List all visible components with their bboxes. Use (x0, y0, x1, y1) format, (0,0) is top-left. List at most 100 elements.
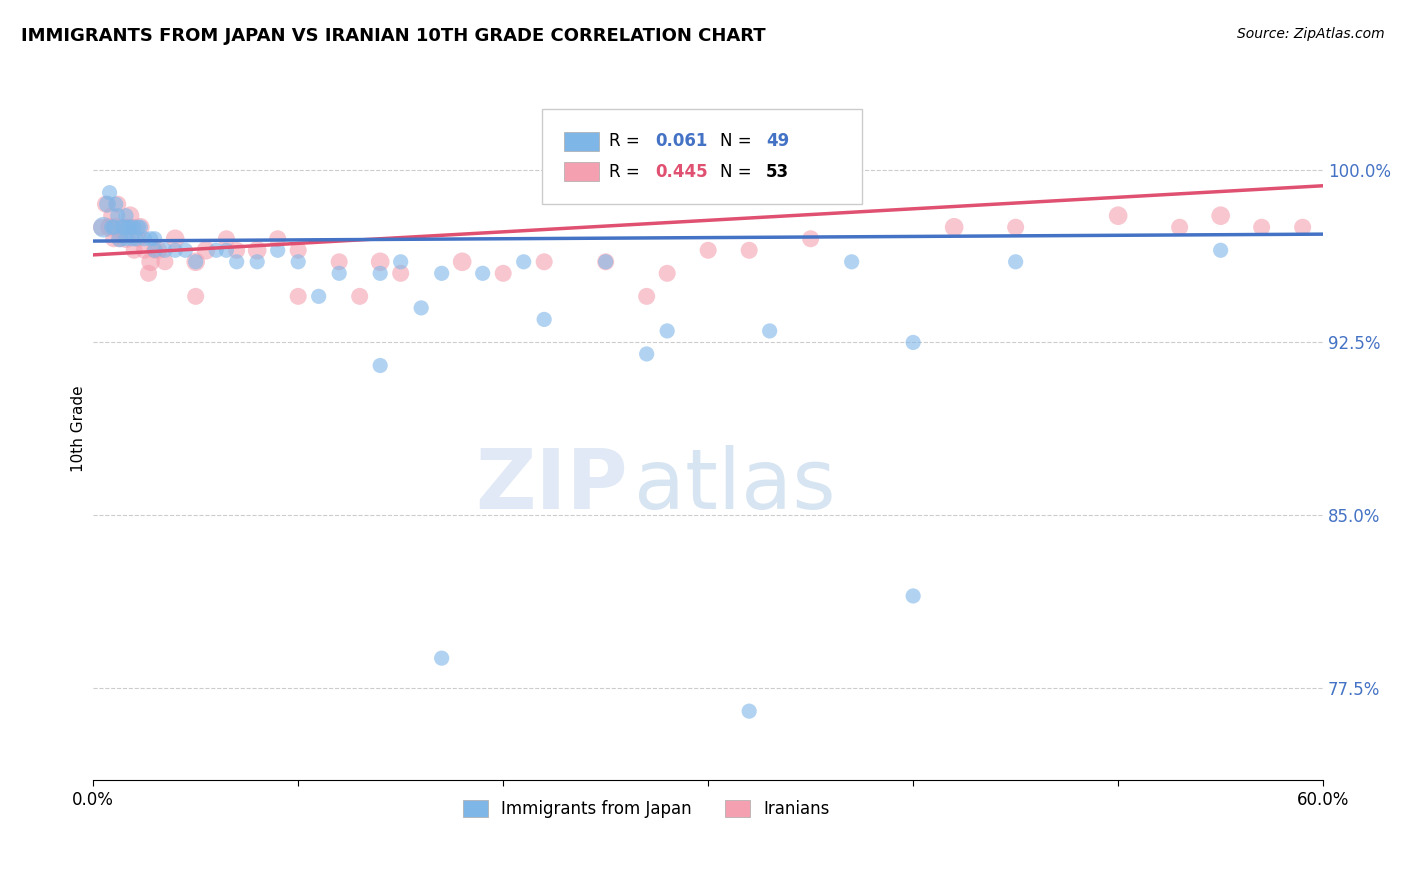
Point (120, 220, 142, 235)
Point (115, 232, 138, 246)
Point (205, 244, 228, 258)
Point (657, 324, 679, 338)
Point (368, 266, 391, 280)
Point (1168, 220, 1191, 235)
Point (98, 220, 121, 235)
Point (139, 254, 162, 268)
Point (636, 289, 658, 303)
Point (153, 254, 176, 268)
Point (1291, 220, 1313, 235)
FancyBboxPatch shape (543, 109, 862, 204)
Point (328, 254, 350, 268)
Point (308, 289, 330, 303)
Point (266, 232, 288, 246)
Point (94, 197, 117, 211)
Point (800, 232, 823, 246)
Point (697, 244, 720, 258)
Text: Source: ZipAtlas.com: Source: ZipAtlas.com (1237, 27, 1385, 41)
Point (96, 197, 118, 211)
Point (512, 254, 534, 268)
Point (107, 197, 129, 211)
Point (287, 244, 309, 258)
Point (943, 220, 966, 235)
Text: R =: R = (609, 132, 644, 151)
Point (103, 220, 125, 235)
Point (122, 220, 145, 235)
Point (134, 244, 156, 258)
Point (100, 209, 122, 223)
FancyBboxPatch shape (564, 131, 599, 152)
Point (111, 220, 134, 235)
Point (134, 232, 156, 246)
Point (215, 244, 238, 258)
Point (533, 254, 555, 268)
Point (266, 244, 288, 258)
Text: ZIP: ZIP (475, 444, 628, 525)
Point (595, 254, 617, 268)
Point (165, 232, 187, 246)
Text: atlas: atlas (634, 444, 837, 525)
Point (225, 244, 247, 258)
FancyBboxPatch shape (564, 161, 599, 181)
Point (174, 244, 197, 258)
Point (1250, 220, 1272, 235)
Point (533, 312, 555, 326)
Point (636, 347, 658, 361)
Point (287, 289, 309, 303)
Point (104, 197, 127, 211)
Point (492, 266, 515, 280)
Point (143, 232, 166, 246)
Point (108, 232, 131, 246)
Point (368, 254, 391, 268)
Point (349, 289, 371, 303)
Point (115, 209, 138, 223)
Point (595, 254, 617, 268)
Point (225, 254, 247, 268)
Point (246, 244, 269, 258)
Point (107, 209, 129, 223)
Point (389, 254, 412, 268)
Point (901, 335, 924, 350)
Point (901, 589, 924, 603)
Point (120, 209, 142, 223)
Point (1107, 209, 1129, 223)
Point (411, 301, 433, 315)
Text: 49: 49 (766, 132, 789, 151)
Point (430, 266, 453, 280)
Point (368, 359, 391, 373)
Point (127, 220, 149, 235)
Point (143, 244, 166, 258)
Point (100, 220, 122, 235)
Text: N =: N = (720, 162, 758, 180)
Point (104, 220, 127, 235)
Text: 0.445: 0.445 (655, 162, 707, 180)
Point (112, 220, 135, 235)
Point (115, 232, 138, 246)
Legend: Immigrants from Japan, Iranians: Immigrants from Japan, Iranians (457, 793, 837, 825)
Point (117, 220, 139, 235)
Point (93, 220, 115, 235)
Y-axis label: 10th Grade: 10th Grade (72, 385, 86, 472)
Point (328, 266, 350, 280)
Point (1209, 209, 1232, 223)
Point (139, 232, 162, 246)
Point (111, 220, 134, 235)
Point (215, 232, 238, 246)
Point (165, 244, 187, 258)
Point (657, 266, 679, 280)
Point (127, 232, 149, 246)
Point (389, 266, 412, 280)
Point (1004, 254, 1026, 268)
Point (246, 254, 269, 268)
Point (1209, 244, 1232, 258)
Point (184, 289, 207, 303)
Point (103, 232, 125, 246)
Point (471, 266, 494, 280)
Point (153, 244, 176, 258)
Point (1004, 220, 1026, 235)
Point (121, 232, 143, 246)
Point (184, 254, 207, 268)
Point (194, 244, 217, 258)
Point (125, 232, 148, 246)
Text: R =: R = (609, 162, 644, 180)
